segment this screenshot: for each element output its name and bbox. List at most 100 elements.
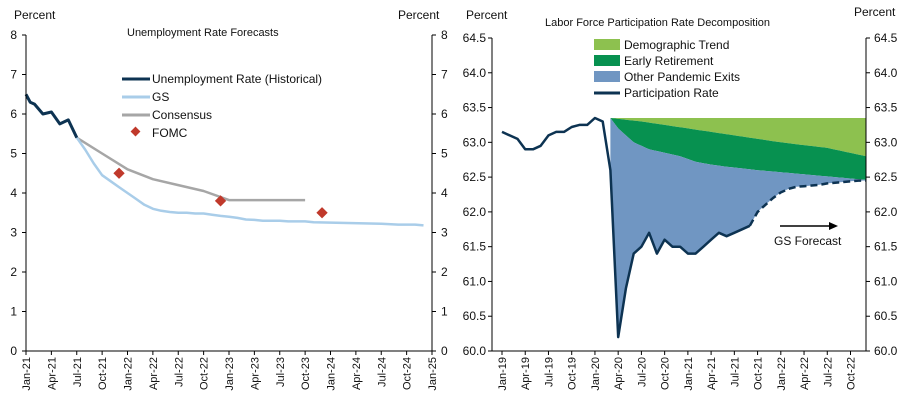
right-xtick-label-jan-21: Jan-21 <box>683 357 695 391</box>
left-ytick-label-right: 2 <box>441 265 448 279</box>
legend-swatch-other-exits <box>594 71 620 82</box>
right-ytick-label-right: 61.0 <box>874 274 898 288</box>
right-xtick-label-apr-19: Apr-19 <box>520 357 532 390</box>
right-xtick-label-apr-22: Apr-22 <box>799 357 811 390</box>
area-other-pandemic-exits <box>610 118 866 338</box>
right-ytick-label-left: 64.0 <box>463 66 487 80</box>
left-xtick-label-jan-25: Jan-25 <box>427 357 439 391</box>
right-ytick-label-right: 60.0 <box>874 344 898 358</box>
left-ytick-label-right: 1 <box>441 305 448 319</box>
left-xtick-label-oct-23: Oct-23 <box>300 357 312 390</box>
forecast-arrow-head <box>829 222 838 230</box>
left-xtick-label-jan-24: Jan-24 <box>326 357 338 391</box>
right-xtick-label-oct-20: Oct-20 <box>660 357 672 390</box>
series-line-participation-rate <box>501 116 751 339</box>
left-xtick-label-oct-21: Oct-21 <box>97 357 109 390</box>
left-xtick-label-apr-23: Apr-23 <box>249 357 261 390</box>
left-ylabel-right: Percent <box>398 8 440 22</box>
left-ytick-label-right: 5 <box>441 147 448 161</box>
legend-swatch-demographic <box>594 39 620 50</box>
right-y-ticks-left: 60.0 60.5 61.0 61.5 62.0 62.5 63.0 63.5 64.0 64.5 <box>463 31 492 358</box>
right-xtick-label-jan-20: Jan-20 <box>590 357 602 391</box>
right-ytick-label-right: 61.5 <box>874 240 898 254</box>
right-axes <box>491 38 867 352</box>
left-ytick-label-left: 3 <box>10 226 17 240</box>
left-xtick-label-jan-21: Jan-21 <box>21 357 33 391</box>
left-ytick-label-left: 0 <box>10 344 17 358</box>
legend-label-early-retirement: Early Retirement <box>624 54 714 68</box>
fomc-marker <box>316 207 328 219</box>
right-xtick-label-jul-20: Jul-20 <box>636 357 648 387</box>
legend-label-fomc: FOMC <box>152 126 188 140</box>
legend-label-gs: GS <box>152 90 169 104</box>
left-y-ticks-right: 0 1 2 3 4 5 6 7 8 <box>432 28 448 358</box>
right-series <box>501 116 866 339</box>
series-line-gs <box>75 136 424 227</box>
right-ytick-label-right: 64.5 <box>874 31 898 45</box>
right-ytick-label-left: 62.0 <box>463 205 487 219</box>
left-xtick-label-jan-23: Jan-23 <box>224 357 236 391</box>
legend-label-demographic: Demographic Trend <box>624 38 729 52</box>
left-legend: Unemployment Rate (Historical) GS Consen… <box>122 72 322 140</box>
left-xtick-label-oct-24: Oct-24 <box>402 357 414 390</box>
right-title: Labor Force Participation Rate Decomposi… <box>545 17 770 29</box>
right-xtick-label-apr-21: Apr-21 <box>706 357 718 390</box>
right-areas <box>610 118 866 338</box>
left-ytick-label-right: 6 <box>441 107 448 121</box>
right-ytick-label-left: 63.0 <box>463 135 487 149</box>
left-xtick-label-apr-22: Apr-22 <box>148 357 160 390</box>
left-xtick-label-jul-24: Jul-24 <box>376 357 388 387</box>
series-line-consensus <box>76 136 306 202</box>
area-demographic-trend <box>610 118 866 157</box>
unemployment-chart: Percent Percent Unemployment Rate Foreca… <box>10 8 448 391</box>
right-ytick-label-right: 62.0 <box>874 205 898 219</box>
right-ylabel-right: Percent <box>854 5 896 19</box>
right-x-ticks: Jan-19 Apr-19 Jul-19 Oct-19 Jan-20 Apr-20 Jul-… <box>497 351 858 391</box>
left-ytick-label-right: 0 <box>441 344 448 358</box>
right-ytick-label-left: 63.5 <box>463 101 487 115</box>
right-xtick-label-oct-19: Oct-19 <box>567 357 579 390</box>
right-xtick-label-oct-21: Oct-21 <box>753 357 765 390</box>
right-ytick-label-right: 60.5 <box>874 309 898 323</box>
left-ytick-label-left: 5 <box>10 147 17 161</box>
fomc-marker <box>214 195 227 207</box>
left-ylabel-left: Percent <box>14 8 56 22</box>
gs-forecast-annotation: GS Forecast <box>774 222 842 248</box>
left-ytick-label-right: 3 <box>441 226 448 240</box>
right-legend: Demographic Trend Early Retirement Other… <box>594 38 740 100</box>
right-ytick-label-left: 61.5 <box>463 240 487 254</box>
left-xtick-label-jul-22: Jul-22 <box>173 357 185 387</box>
left-ytick-label-left: 7 <box>10 68 17 82</box>
left-ytick-label-left: 8 <box>10 28 17 42</box>
left-y-ticks-left: 0 1 2 3 4 5 6 7 8 <box>10 28 26 358</box>
right-ytick-label-left: 64.5 <box>463 31 487 45</box>
left-xtick-label-apr-21: Apr-21 <box>46 357 58 390</box>
right-xtick-label-jul-19: Jul-19 <box>543 357 555 387</box>
forecast-label: GS Forecast <box>774 234 842 248</box>
left-series <box>24 93 424 227</box>
right-xtick-label-jan-19: Jan-19 <box>497 357 509 391</box>
left-ytick-label-left: 6 <box>10 107 17 121</box>
left-xtick-label-apr-24: Apr-24 <box>351 357 363 390</box>
left-ytick-label-right: 7 <box>441 68 448 82</box>
right-ytick-label-right: 63.5 <box>874 101 898 115</box>
left-ytick-label-left: 1 <box>10 305 17 319</box>
right-xtick-label-apr-20: Apr-20 <box>613 357 625 390</box>
right-ytick-label-right: 64.0 <box>874 66 898 80</box>
left-xtick-label-oct-22: Oct-22 <box>199 357 211 390</box>
series-line-unemployment-rate-historical <box>24 93 79 139</box>
right-ytick-label-right: 63.0 <box>874 135 898 149</box>
left-xtick-label-jan-22: Jan-22 <box>123 357 135 391</box>
right-ytick-label-left: 62.5 <box>463 170 487 184</box>
right-xtick-label-jul-22: Jul-22 <box>822 357 834 387</box>
right-ytick-label-left: 61.0 <box>463 274 487 288</box>
left-axes <box>25 35 433 352</box>
left-xtick-label-jul-21: Jul-21 <box>72 357 84 387</box>
left-xtick-label-jul-23: Jul-23 <box>275 357 287 387</box>
left-ytick-label-left: 4 <box>10 186 17 200</box>
series-line-participation-forecast <box>748 179 866 227</box>
right-xtick-label-oct-22: Oct-22 <box>846 357 858 390</box>
legend-swatch-early-retirement <box>594 55 620 66</box>
left-ytick-label-right: 4 <box>441 186 448 200</box>
